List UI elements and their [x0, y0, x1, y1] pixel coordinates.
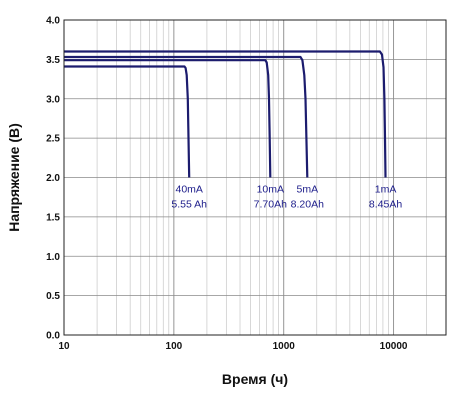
series-capacity-label: 8.20Ah [291, 199, 324, 211]
y-tick-label: 2.5 [46, 134, 60, 145]
x-axis-title: Время (ч) [222, 371, 288, 387]
x-tick-label: 100 [166, 341, 183, 352]
y-tick-label: 3.5 [46, 55, 60, 66]
y-tick-label: 0.5 [46, 291, 60, 302]
series-line [64, 65, 191, 178]
y-tick-label: 3.0 [46, 94, 60, 105]
series-capacity-label: 8.45Ah [369, 199, 402, 211]
y-tick-label: 0.0 [46, 331, 60, 342]
x-tick-label: 1000 [273, 341, 296, 352]
series-lines [64, 50, 387, 178]
series-current-label: 40mA [176, 184, 203, 196]
x-tick-label: 10000 [380, 341, 408, 352]
y-tick-label: 1.5 [46, 212, 60, 223]
series-line [64, 59, 272, 178]
series-capacity-label: 5.55 Ah [171, 199, 207, 211]
series-annotations: 40mA 5.55 Ah 10mA 7.70Ah 5mA 8.20Ah 1mA 8.45Ah [171, 184, 402, 211]
plot-frame [63, 19, 447, 336]
y-tick-label: 4.0 [46, 16, 60, 27]
x-tick-label: 10 [58, 341, 70, 352]
series-current-label: 10mA [257, 184, 284, 196]
series-line [64, 55, 309, 178]
y-tick-label: 1.0 [46, 252, 60, 263]
series-line [64, 50, 387, 178]
tick-labels: 0.0 0.5 1.0 1.5 2.0 2.5 3.0 3.5 4.0 10 100 1000 1000… [46, 16, 408, 353]
y-axis-title: Напряжение (В) [6, 123, 22, 232]
y-tick-label: 2.0 [46, 173, 60, 184]
series-current-label: 5mA [297, 184, 319, 196]
series-current-label: 1mA [375, 184, 397, 196]
series-capacity-label: 7.70Ah [254, 199, 287, 211]
